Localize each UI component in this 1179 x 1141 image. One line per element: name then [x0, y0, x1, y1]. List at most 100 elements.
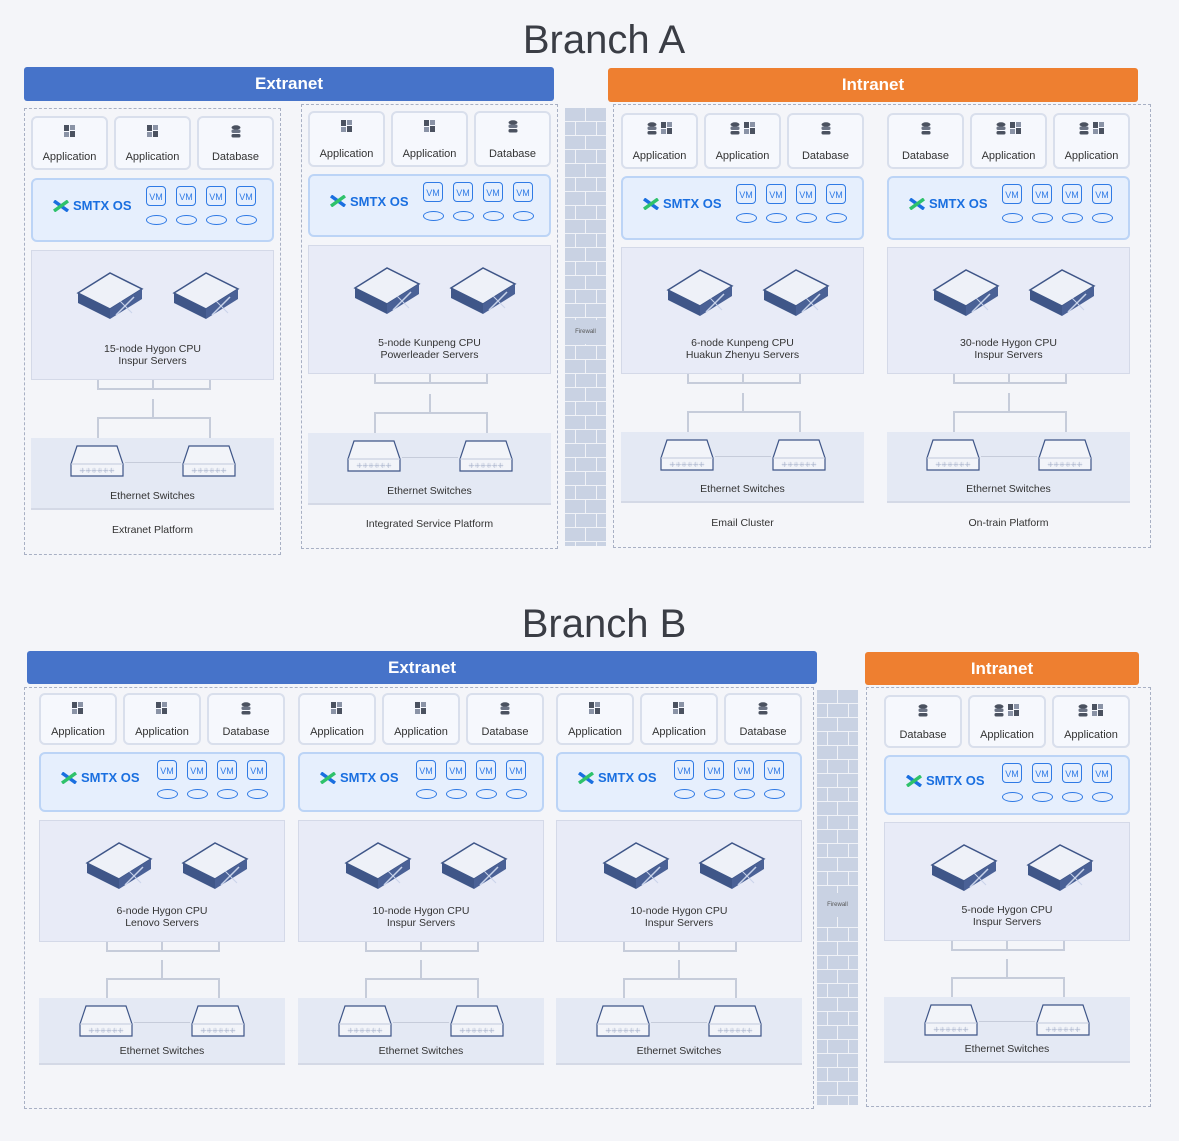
connector	[428, 374, 431, 384]
app-tile-application[interactable]: Application	[704, 113, 781, 169]
firewall-brick	[565, 304, 585, 317]
storage-disk-icon	[736, 213, 757, 223]
connector	[735, 942, 737, 952]
firewall-brick	[817, 830, 837, 843]
database-icon	[209, 702, 283, 718]
app-tile-database[interactable]: Database	[787, 113, 864, 169]
smtx-os-logo: SMTX OS	[320, 770, 399, 785]
app-tile-application[interactable]: Application	[1053, 113, 1130, 169]
ethernet-switch-icon: ⁜⁜⁜⁜⁜⁜	[181, 444, 237, 478]
smtx-os-logo: SMTX OS	[53, 198, 132, 213]
app-tile-application[interactable]: Application	[621, 113, 698, 169]
app-label: Database	[801, 150, 850, 162]
application-icon	[1055, 122, 1128, 138]
application-icon	[41, 702, 115, 718]
app-tile-application[interactable]: Application	[382, 693, 460, 745]
database-icon	[726, 702, 800, 718]
firewall-brick	[576, 178, 596, 191]
firewall-brick	[565, 150, 575, 163]
ethernet-switch-icon: ⁜⁜⁜⁜⁜⁜	[659, 438, 715, 472]
vm-icon: VM	[796, 184, 816, 204]
connector	[951, 941, 953, 951]
database-icon	[886, 704, 960, 720]
app-tile-database[interactable]: Database	[884, 695, 962, 748]
storage-disk-icon	[513, 211, 534, 221]
app-label: Application	[125, 151, 180, 163]
smtx-os-logo: SMTX OS	[906, 773, 985, 788]
connector	[1007, 374, 1010, 384]
connector	[208, 380, 211, 390]
app-tile-database[interactable]: Database	[197, 116, 274, 170]
firewall-brick	[586, 276, 606, 289]
smtx-os-logo: SMTX OS	[643, 196, 722, 211]
app-tile-database[interactable]: Database	[724, 693, 802, 745]
firewall-brick	[849, 1096, 858, 1105]
zone-boundary	[24, 687, 814, 1109]
platform-label: Email Cluster	[711, 517, 774, 529]
vm-icon: VM	[1002, 763, 1022, 783]
switch-group: ⁜⁜⁜⁜⁜⁜ ⁜⁜⁜⁜⁜⁜ Ethernet Switches	[556, 998, 802, 1065]
os-name: SMTX OS	[598, 770, 657, 785]
app-label: Application	[42, 151, 97, 163]
app-tile-application[interactable]: Application	[123, 693, 201, 745]
app-tile-application[interactable]: Application	[31, 116, 108, 170]
app-label: Application	[715, 150, 770, 162]
connector	[623, 978, 625, 998]
app-tile-application[interactable]: Application	[1052, 695, 1130, 748]
switch-link	[124, 462, 181, 463]
connector	[485, 411, 488, 433]
svg-text:⁜⁜⁜⁜⁜⁜: ⁜⁜⁜⁜⁜⁜	[1047, 461, 1082, 469]
app-tile-application[interactable]: Application	[308, 111, 385, 167]
firewall-brick	[838, 970, 858, 983]
svg-text:⁜⁜⁜⁜⁜⁜: ⁜⁜⁜⁜⁜⁜	[79, 467, 114, 475]
connector	[623, 942, 625, 952]
firewall-brick	[586, 388, 606, 401]
switch-group: ⁜⁜⁜⁜⁜⁜ ⁜⁜⁜⁜⁜⁜ Ethernet Switches	[308, 433, 551, 505]
storage-disk-icon	[217, 789, 238, 799]
app-tile-application[interactable]: Application	[298, 693, 376, 745]
app-tile-application[interactable]: Application	[39, 693, 117, 745]
firewall-brick	[817, 956, 827, 969]
app-tile-database[interactable]: Database	[466, 693, 544, 745]
storage-disk-icon	[1002, 213, 1023, 223]
vm-icon: VM	[1032, 763, 1052, 783]
app-tile-application[interactable]: Application	[640, 693, 718, 745]
connector	[798, 374, 801, 384]
app-tile-application[interactable]: Application	[970, 113, 1047, 169]
firewall-brick	[838, 774, 858, 787]
firewall-brick	[838, 690, 858, 703]
storage-disk-icon	[423, 211, 444, 221]
app-tile-application[interactable]: Application	[391, 111, 468, 167]
app-tile-database[interactable]: Database	[474, 111, 551, 167]
connector	[420, 960, 422, 980]
firewall-brick	[838, 1054, 858, 1067]
connector	[1063, 941, 1065, 951]
firewall-brick	[586, 528, 606, 541]
connector	[952, 411, 955, 432]
connector	[218, 978, 220, 998]
app-tile-application[interactable]: Application	[556, 693, 634, 745]
connector	[365, 950, 477, 952]
app-tile-application[interactable]: Application	[114, 116, 191, 170]
firewall-brick	[576, 234, 596, 247]
connector	[686, 411, 799, 413]
storage-disk-icon	[1032, 792, 1053, 802]
os-name: SMTX OS	[73, 198, 132, 213]
connector	[477, 978, 479, 998]
firewall-brick	[586, 444, 606, 457]
app-tile-application[interactable]: Application	[968, 695, 1046, 748]
firewall-brick	[565, 122, 575, 135]
connector	[1006, 941, 1008, 951]
vm-icon: VM	[1092, 763, 1112, 783]
application-icon	[642, 702, 716, 718]
branch-title: Branch A	[522, 18, 686, 62]
firewall-brick	[828, 1012, 848, 1025]
connector	[96, 417, 99, 438]
firewall-brick	[817, 732, 827, 745]
connector	[1064, 374, 1067, 384]
vm-icon: VM	[187, 760, 207, 780]
app-tile-database[interactable]: Database	[887, 113, 964, 169]
storage-disk-icon	[766, 213, 787, 223]
app-tile-database[interactable]: Database	[207, 693, 285, 745]
switch-group: ⁜⁜⁜⁜⁜⁜ ⁜⁜⁜⁜⁜⁜ Ethernet Switches	[887, 432, 1130, 503]
